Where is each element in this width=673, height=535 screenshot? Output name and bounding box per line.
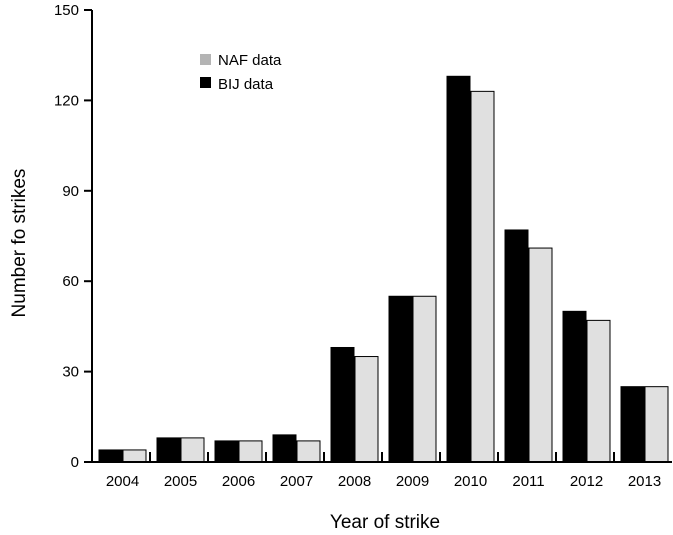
x-tick-label-2007: 2007 [280,473,313,490]
x-tick-label-2013: 2013 [628,473,661,490]
legend: NAF data BIJ data [200,52,282,93]
axes-group [84,9,672,463]
y-tick-label-30: 30 [62,364,79,381]
bar-bij-data-2011 [504,229,529,463]
bars-group [98,75,669,463]
bar-naf-data-2010 [470,90,495,463]
y-tick-label-120: 120 [54,92,79,109]
bar-naf-data-2013 [644,386,669,463]
bar-bij-data-2009 [388,295,413,463]
bar-naf-data-2007 [296,440,321,463]
y-tick-label-0: 0 [71,454,79,471]
x-axis-title: Year of strike [330,512,440,533]
x-tick-label-2010: 2010 [454,473,487,490]
bar-bij-data-2006 [214,440,239,463]
bar-naf-data-2004 [122,449,147,463]
bar-bij-data-2007 [272,434,297,463]
bar-bij-data-2005 [156,437,181,463]
bar-naf-data-2006 [238,440,263,463]
legend-swatch-naf-data [200,54,211,65]
bar-naf-data-2008 [354,356,379,463]
x-tick-label-2012: 2012 [570,473,603,490]
x-tick-label-2011: 2011 [512,473,544,490]
bar-bij-data-2004 [98,449,123,463]
x-tick-label-2004: 2004 [106,473,139,490]
bar-naf-data-2009 [412,295,437,463]
bar-naf-data-2012 [586,319,611,463]
x-tick-label-2009: 2009 [396,473,429,490]
legend-label-naf-data: NAF data [218,52,282,69]
x-tick-label-2006: 2006 [222,473,255,490]
bar-bij-data-2012 [562,310,587,463]
bar-bij-data-2008 [330,346,355,463]
y-axis-title: Number fo strikes [9,169,30,318]
bar-bij-data-2010 [446,75,471,463]
bar-naf-data-2011 [528,247,553,463]
x-tick-label-2008: 2008 [338,473,371,490]
bar-bij-data-2013 [620,386,645,463]
y-tick-label-150: 150 [54,2,79,19]
legend-label-bij-data: BIJ data [218,76,274,93]
tick-labels-group: 0 30 60 90 120 150 2004 2005 2006 2007 2008 2009 201… [54,2,661,490]
y-tick-label-90: 90 [62,183,79,200]
y-tick-label-60: 60 [62,273,79,290]
bar-naf-data-2005 [180,437,205,463]
legend-swatch-bij-data [200,77,211,88]
x-tick-label-2005: 2005 [164,473,197,490]
